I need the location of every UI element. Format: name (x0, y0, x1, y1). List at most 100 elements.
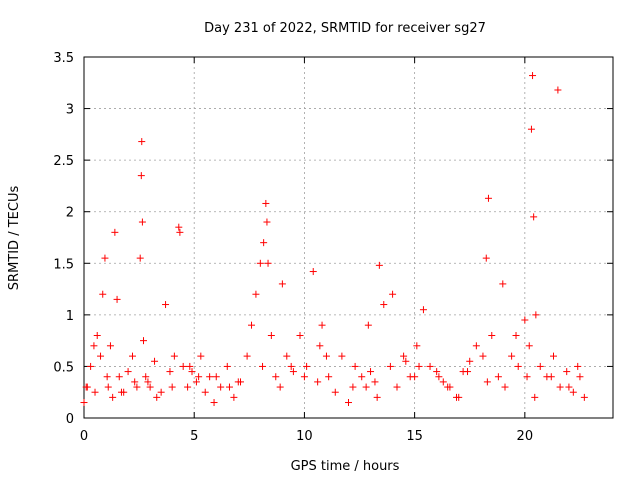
data-point (380, 301, 388, 309)
data-point (322, 352, 330, 360)
tick-layer (83, 56, 613, 419)
data-point (225, 383, 233, 391)
data-point (512, 331, 520, 339)
data-point (351, 362, 359, 370)
data-point (90, 342, 98, 350)
data-point (263, 218, 271, 226)
data-point (303, 362, 311, 370)
data-point (267, 331, 275, 339)
data-point (87, 362, 95, 370)
data-point (569, 388, 577, 396)
data-point (349, 383, 357, 391)
data-point (536, 362, 544, 370)
data-point (576, 373, 584, 381)
data-point (99, 290, 107, 298)
data-point (484, 194, 492, 202)
data-point (413, 342, 421, 350)
data-point (131, 378, 139, 386)
data-point (389, 290, 397, 298)
data-point (529, 72, 537, 80)
data-point (212, 373, 220, 381)
data-point (217, 383, 225, 391)
data-point (580, 393, 588, 401)
data-point (252, 290, 260, 298)
data-point (184, 383, 192, 391)
y-tick-label: 2.5 (53, 154, 74, 169)
data-point (523, 373, 531, 381)
data-point (373, 393, 381, 401)
data-point (153, 393, 161, 401)
data-point (117, 388, 125, 396)
data-point (151, 357, 159, 365)
data-point (192, 378, 200, 386)
data-point (556, 383, 564, 391)
data-point (109, 393, 117, 401)
x-tick-label: 15 (406, 429, 423, 444)
data-point (367, 368, 375, 376)
data-point (371, 378, 379, 386)
data-point (223, 362, 231, 370)
data-point (157, 388, 165, 396)
data-point (455, 393, 463, 401)
data-points (80, 72, 588, 407)
data-point (104, 383, 112, 391)
y-tick-label: 0.5 (53, 360, 74, 375)
data-point (186, 362, 194, 370)
y-tick-label: 0 (66, 412, 74, 427)
data-point (243, 352, 251, 360)
y-axis-label: SRMTID / TECUs (7, 186, 22, 291)
data-point (358, 373, 366, 381)
tick-label-layer: 0 0.5 1 1.5 2 2.5 3 3.5 0 5 10 15 20 (53, 51, 533, 444)
data-point (133, 383, 141, 391)
data-point (554, 86, 562, 94)
x-tick-label: 10 (296, 429, 313, 444)
data-point (276, 383, 284, 391)
data-point (419, 306, 427, 314)
data-point (331, 388, 339, 396)
data-point (137, 172, 145, 180)
data-point (530, 213, 538, 221)
data-point (345, 399, 352, 407)
data-point (256, 259, 264, 267)
data-point (386, 362, 394, 370)
data-point (175, 223, 183, 231)
data-point (521, 316, 529, 324)
data-point (527, 125, 535, 133)
data-point (532, 311, 540, 319)
data-point (170, 352, 178, 360)
data-point (501, 383, 509, 391)
data-point (138, 138, 146, 146)
data-point (179, 362, 187, 370)
data-point (264, 259, 272, 267)
data-point (402, 357, 410, 365)
data-point (488, 331, 496, 339)
data-point (309, 268, 317, 276)
data-point (234, 378, 242, 386)
data-point (565, 383, 573, 391)
data-point (93, 331, 101, 339)
y-tick-label: 2 (66, 206, 74, 221)
data-point (146, 383, 154, 391)
data-point (188, 368, 196, 376)
data-point (466, 357, 474, 365)
data-point (531, 393, 539, 401)
data-point (514, 362, 522, 370)
data-point (80, 399, 88, 407)
data-point (128, 352, 136, 360)
data-point (364, 321, 372, 329)
data-point (262, 199, 270, 207)
data-point (563, 368, 571, 376)
data-point (103, 373, 111, 381)
data-point (411, 373, 419, 381)
data-point (136, 254, 144, 262)
data-point (115, 373, 123, 381)
y-tick-label: 3 (66, 103, 74, 118)
y-tick-label: 1 (66, 309, 74, 324)
data-point (162, 301, 170, 309)
data-point (106, 342, 114, 350)
data-point (426, 362, 434, 370)
x-tick-label: 0 (80, 429, 88, 444)
data-point (375, 261, 383, 269)
data-point (400, 352, 408, 360)
